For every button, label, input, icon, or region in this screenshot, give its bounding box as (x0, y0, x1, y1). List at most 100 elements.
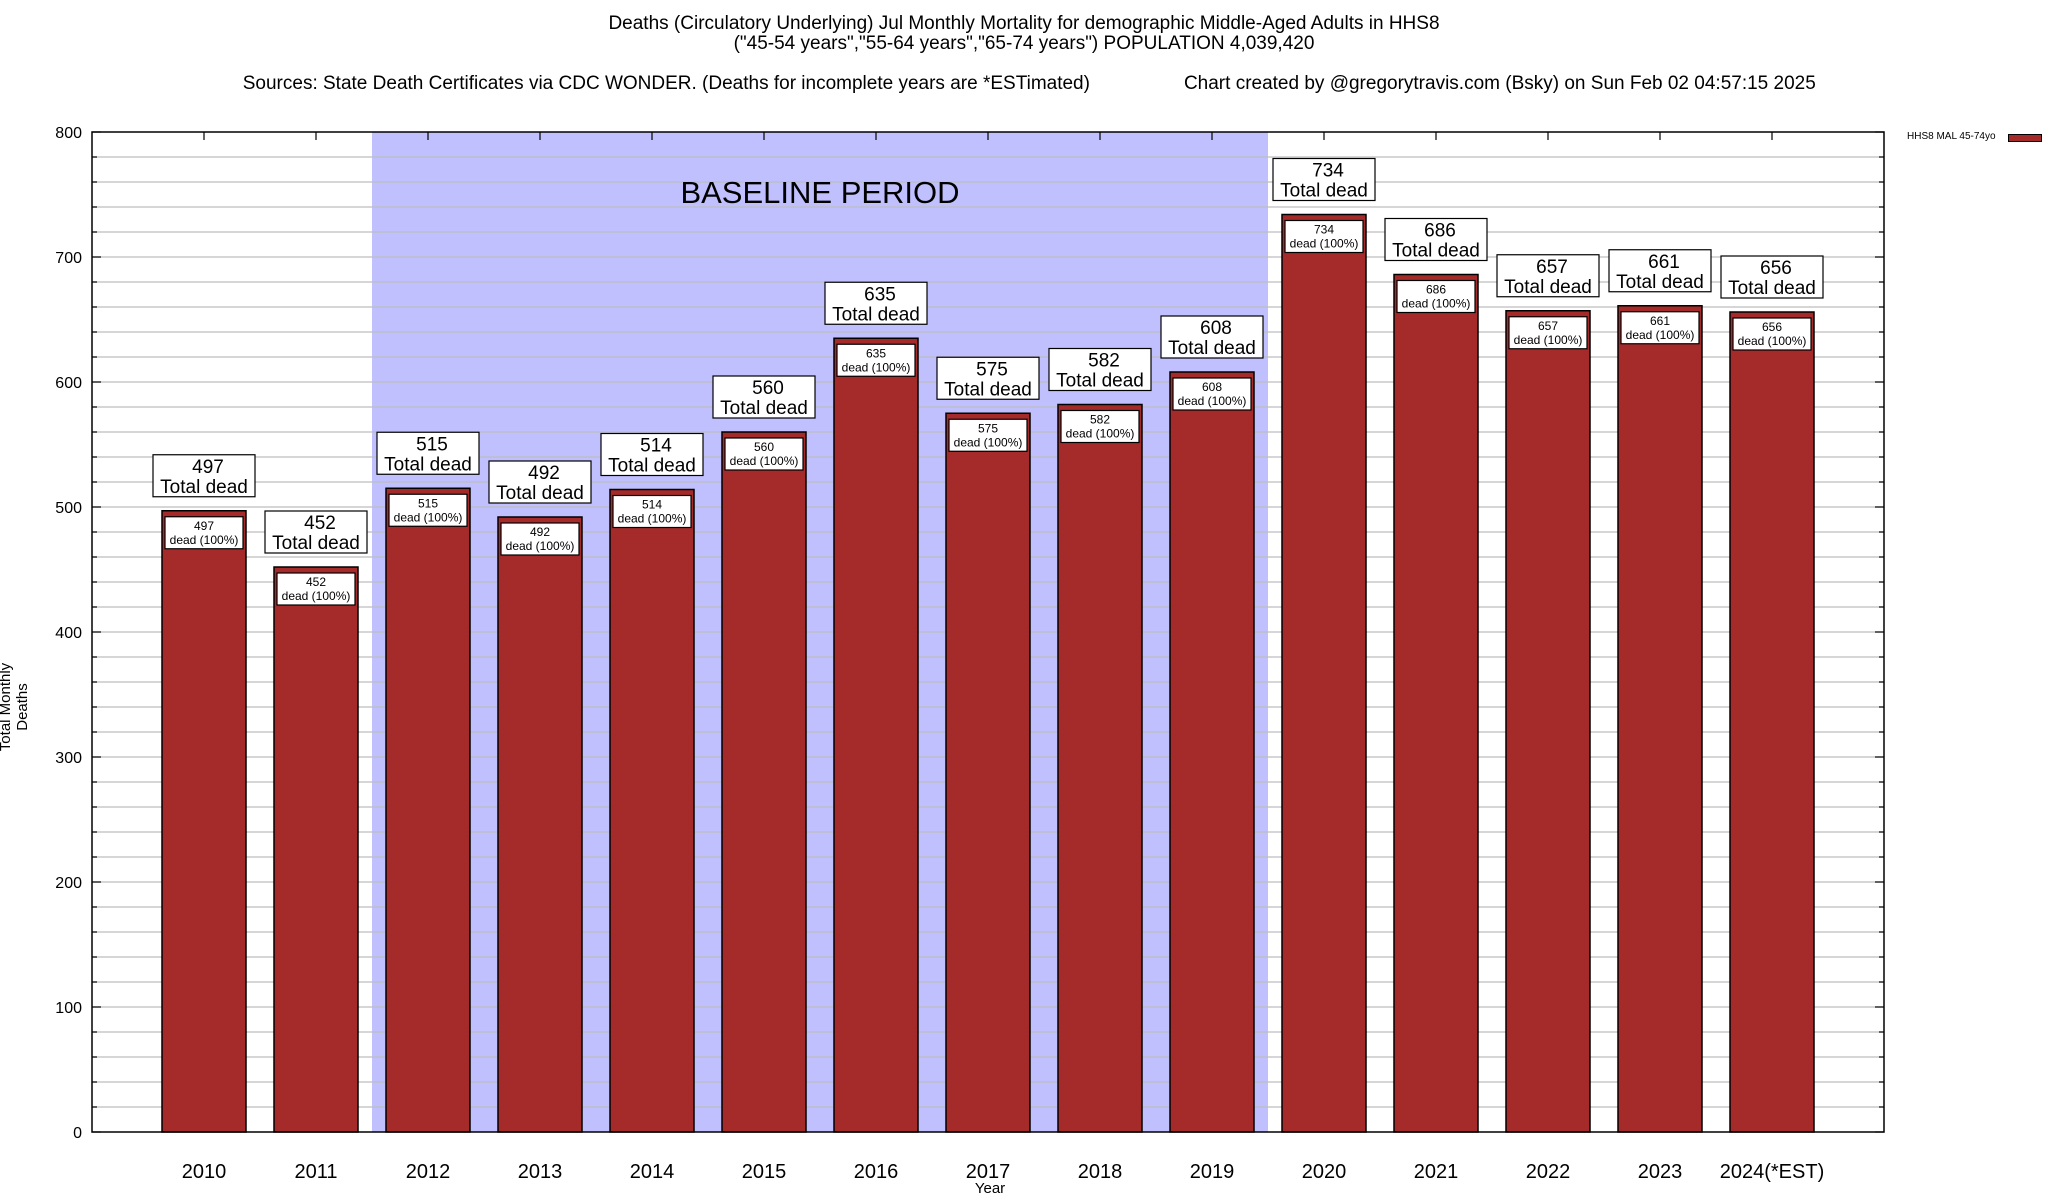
bar (497, 516, 583, 1133)
total-dead-label: Total dead (1392, 241, 1480, 262)
inner-percent-label: dead (100%) (1178, 394, 1247, 408)
legend-swatch (2008, 134, 2042, 142)
inner-percent-label: dead (100%) (394, 510, 463, 524)
bar (1729, 311, 1815, 1133)
total-label-box (1720, 255, 1824, 299)
bar (1169, 371, 1255, 1133)
y-tick-label: 400 (55, 625, 82, 642)
total-label-box (264, 510, 368, 554)
total-dead-label: Total dead (1280, 181, 1368, 202)
legend-label: HHS8 MAL 45-74yo (1907, 131, 1996, 142)
inner-percent-label: dead (100%) (730, 454, 799, 468)
total-value-label: 657 (1536, 257, 1568, 278)
inner-value-label: 497 (194, 519, 214, 533)
inner-label-box (276, 572, 356, 606)
total-label-box (1496, 254, 1600, 298)
y-axis-label: Total Monthly Deaths (0, 662, 31, 752)
x-tick-label: 2016 (854, 1161, 899, 1183)
bar (1281, 213, 1367, 1133)
inner-percent-label: dead (100%) (618, 512, 687, 526)
inner-value-label: 582 (1090, 413, 1110, 427)
total-label-box (1608, 249, 1712, 293)
inner-label-box (612, 494, 692, 529)
total-value-label: 497 (192, 457, 224, 478)
inner-percent-label: dead (100%) (1290, 237, 1359, 251)
total-dead-label: Total dead (608, 456, 696, 477)
inner-label-box (1172, 377, 1252, 411)
x-tick-label: 2019 (1190, 1161, 1235, 1183)
inner-label-box (724, 437, 804, 471)
inner-value-label: 492 (530, 525, 550, 539)
inner-value-label: 734 (1314, 223, 1334, 237)
inner-label-box (836, 343, 916, 377)
inner-label-box (388, 493, 468, 527)
x-axis-label: Year (974, 1180, 1006, 1197)
total-label-box (376, 431, 480, 475)
total-dead-label: Total dead (1056, 371, 1144, 392)
total-label-box (1384, 217, 1488, 262)
inner-percent-label: dead (100%) (1738, 334, 1807, 348)
total-value-label: 514 (640, 436, 672, 457)
total-label-box (1048, 347, 1152, 392)
bar (833, 337, 919, 1133)
total-label-box (1160, 315, 1264, 359)
inner-percent-label: dead (100%) (842, 360, 911, 374)
inner-value-label: 656 (1762, 320, 1782, 334)
x-tick-label: 2011 (294, 1161, 337, 1183)
x-tick-label: 2015 (742, 1161, 787, 1183)
inner-percent-label: dead (100%) (170, 533, 239, 547)
x-tick-label: 2013 (518, 1161, 563, 1183)
bar (385, 487, 471, 1133)
x-tick-label: 2022 (1526, 1161, 1571, 1183)
total-dead-label: Total dead (1168, 338, 1256, 359)
credit-note: Chart created by @gregorytravis.com (Bsk… (1183, 73, 1816, 94)
bar (273, 566, 359, 1133)
bar (1393, 273, 1479, 1133)
total-value-label: 560 (752, 378, 784, 399)
inner-percent-label: dead (100%) (954, 435, 1023, 449)
inner-value-label: 657 (1538, 319, 1558, 333)
bar (1057, 403, 1143, 1133)
total-value-label: 575 (976, 359, 1008, 380)
inner-percent-label: dead (100%) (1402, 297, 1471, 311)
inner-label-box (1060, 409, 1140, 444)
total-dead-label: Total dead (384, 454, 472, 475)
total-dead-label: Total dead (944, 379, 1032, 400)
bar (945, 412, 1031, 1133)
total-dead-label: Total dead (1616, 272, 1704, 293)
inner-value-label: 635 (866, 346, 886, 360)
x-tick-label: 2012 (406, 1161, 451, 1183)
inner-percent-label: dead (100%) (1066, 427, 1135, 441)
total-value-label: 452 (304, 513, 336, 534)
inner-value-label: 560 (754, 440, 774, 454)
total-label-box (1272, 157, 1376, 202)
inner-percent-label: dead (100%) (282, 589, 351, 603)
baseline-period-label: BASELINE PERIOD (680, 175, 959, 210)
y-tick-label: 100 (55, 1000, 82, 1017)
chart-subtitle: Sources: State Death Certificates via CD… (0, 54, 2048, 94)
y-tick-label: 200 (55, 875, 82, 892)
total-value-label: 661 (1648, 252, 1680, 273)
inner-percent-label: dead (100%) (1626, 328, 1695, 342)
y-tick-label: 500 (55, 500, 82, 517)
total-value-label: 608 (1200, 318, 1232, 339)
inner-label-box (1732, 317, 1812, 351)
total-label-box (824, 281, 928, 325)
total-value-label: 734 (1312, 161, 1344, 182)
total-value-label: 492 (528, 463, 560, 484)
total-label-box (600, 432, 704, 477)
inner-label-box (500, 522, 580, 556)
x-tick-label: 2010 (182, 1161, 227, 1183)
total-label-box (936, 356, 1040, 400)
inner-percent-label: dead (100%) (1514, 333, 1583, 347)
total-dead-label: Total dead (496, 483, 584, 504)
chart-title-line-2: ("45-54 years","55-64 years","65-74 year… (733, 33, 1315, 54)
inner-percent-label: dead (100%) (506, 539, 575, 553)
total-value-label: 656 (1760, 258, 1792, 279)
inner-value-label: 575 (978, 421, 998, 435)
total-value-label: 515 (416, 434, 448, 455)
x-tick-label: 2017 (966, 1161, 1011, 1183)
total-dead-label: Total dead (1728, 278, 1816, 299)
total-dead-label: Total dead (720, 398, 808, 419)
